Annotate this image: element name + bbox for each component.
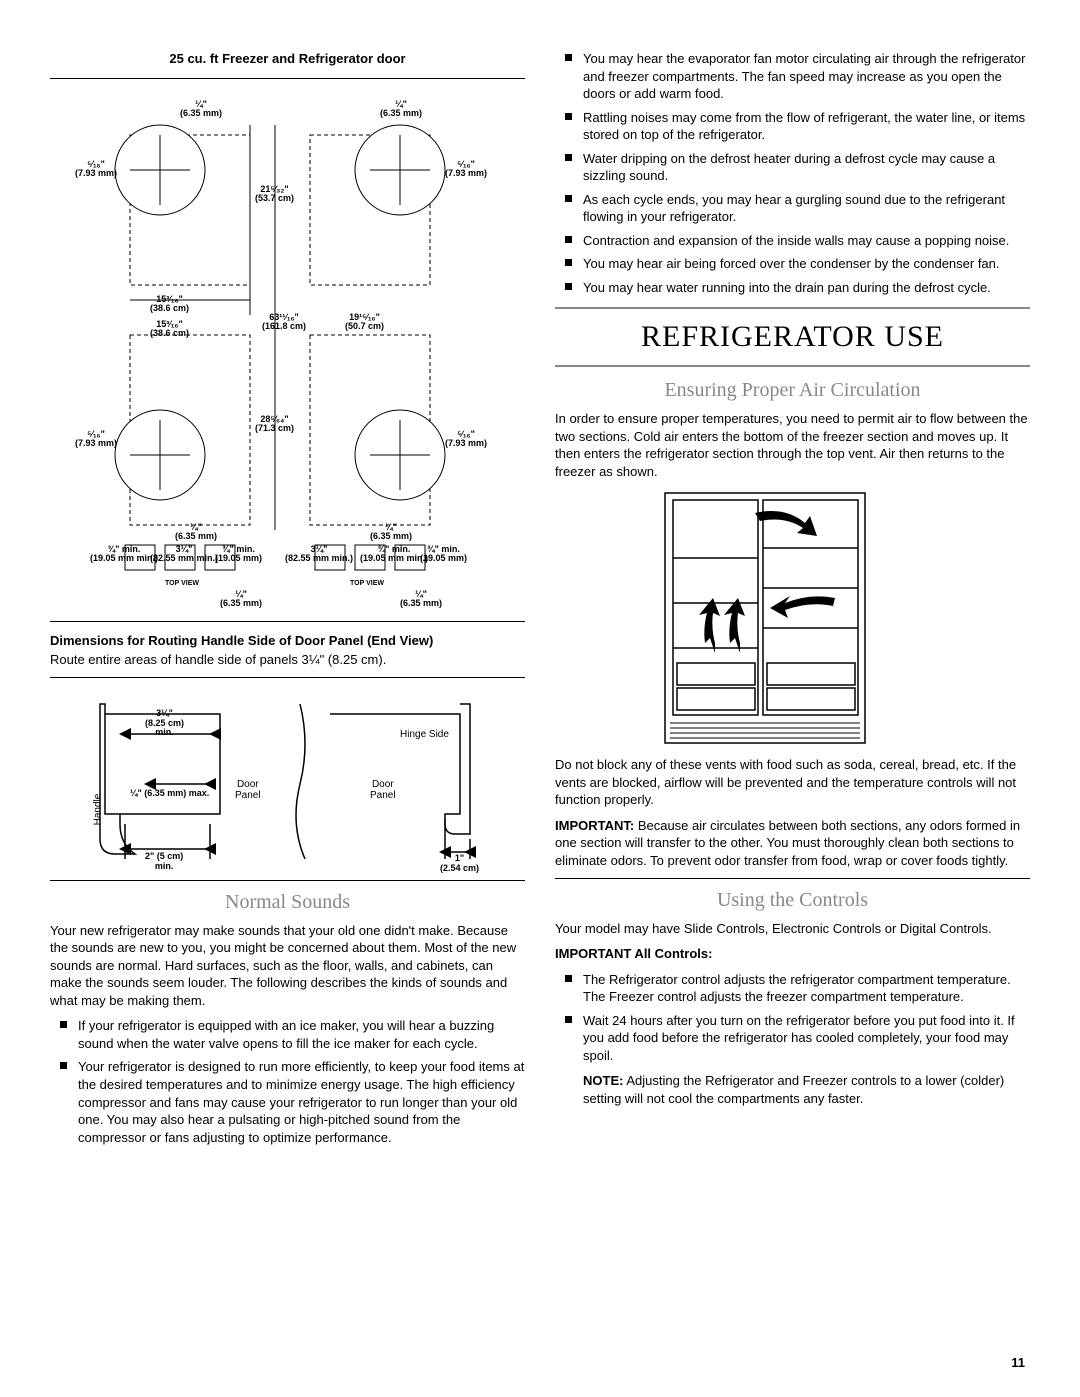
dim-label: ¾" min.(19.05 mm) [215, 545, 262, 565]
normal-sounds-intro: Your new refrigerator may make sounds th… [50, 922, 525, 1010]
dim-label: ¾" min.(19.05 mm) [420, 545, 467, 565]
list-item: As each cycle ends, you may hear a gurgl… [555, 191, 1030, 226]
dim-label: 15³⁄₁₆"(38.6 cm) [150, 295, 189, 315]
divider [50, 677, 525, 678]
list-item: Your refrigerator is designed to run mor… [50, 1058, 525, 1146]
dim-label: ⁵⁄₁₆"(7.93 mm) [75, 430, 117, 450]
dim-label: 3¼" (8.25 cm) min. [145, 709, 184, 739]
dim-label: ¼"(6.35 mm) [220, 590, 262, 610]
page-number: 11 [1011, 1354, 1025, 1372]
dim-label: 63¹¹⁄₁₆"(161.8 cm) [262, 313, 306, 333]
right-column: You may hear the evaporator fan motor ci… [555, 50, 1030, 1154]
list-item: Rattling noises may come from the flow o… [555, 109, 1030, 144]
dim-label: 3¼"(82.55 mm min.) [285, 545, 353, 565]
air-important: IMPORTANT: Because air circulates betwee… [555, 817, 1030, 870]
normal-sounds-list: If your refrigerator is equipped with an… [50, 1017, 525, 1146]
dim-label: ¾" min.(19.05 mm min.) [360, 545, 428, 565]
dim-label: ⁵⁄₁₆"(7.93 mm) [445, 430, 487, 450]
air-text2: Do not block any of these vents with foo… [555, 756, 1030, 809]
list-item: Water dripping on the defrost heater dur… [555, 150, 1030, 185]
handle-text: Route entire areas of handle side of pan… [50, 651, 525, 669]
list-item: You may hear air being forced over the c… [555, 255, 1030, 273]
controls-note: NOTE: Adjusting the Refrigerator and Fre… [555, 1072, 1030, 1107]
divider [50, 880, 525, 881]
list-item: If your refrigerator is equipped with an… [50, 1017, 525, 1052]
dim-label: ¾" min.(19.05 mm min.) [90, 545, 158, 565]
dim-label: ¼"(6.35 mm) [400, 590, 442, 610]
dim-label: 3¼"(82.55 mm min.) [150, 545, 218, 565]
list-item: You may hear the evaporator fan motor ci… [555, 50, 1030, 103]
list-item: The Refrigerator control adjusts the ref… [555, 971, 1030, 1006]
controls-intro: Your model may have Slide Controls, Elec… [555, 920, 1030, 938]
dim-label: ¼"(6.35 mm) [370, 523, 412, 543]
list-item: Contraction and expansion of the inside … [555, 232, 1030, 250]
air-intro: In order to ensure proper temperatures, … [555, 410, 1030, 480]
left-column: 25 cu. ft Freezer and Refrigerator door [50, 50, 525, 1154]
dim-label: ¼"(6.35 mm) [180, 100, 222, 120]
dim-label: ⁵⁄₁₆"(7.93 mm) [445, 160, 487, 180]
dim-label: 2" (5 cm) min. [145, 852, 183, 872]
list-item: You may hear water running into the drai… [555, 279, 1030, 297]
list-item: Wait 24 hours after you turn on the refr… [555, 1012, 1030, 1065]
dim-label: ¼"(6.35 mm) [380, 100, 422, 120]
divider [50, 621, 525, 622]
controls-list: The Refrigerator control adjusts the ref… [555, 971, 1030, 1065]
dim-label: ¼"(6.35 mm) [175, 523, 217, 543]
page-columns: 25 cu. ft Freezer and Refrigerator door [50, 50, 1030, 1154]
dim-label: 1" (2.54 cm) [440, 854, 479, 874]
using-controls-title: Using the Controls [555, 887, 1030, 914]
divider [50, 78, 525, 79]
handle-label: Handle [92, 793, 103, 825]
topview-label: TOP VIEW [350, 580, 384, 588]
topview-label: TOP VIEW [165, 580, 199, 588]
dim-label: ⁵⁄₁₆"(7.93 mm) [75, 160, 117, 180]
dim-label: 19¹⁵⁄₁₆"(50.7 cm) [345, 313, 384, 333]
normal-sounds-title: Normal Sounds [50, 889, 525, 916]
handle-subheading: Dimensions for Routing Handle Side of Do… [50, 632, 525, 650]
sounds-continued-list: You may hear the evaporator fan motor ci… [555, 50, 1030, 297]
dim-label: 21⁵⁄₃₂"(53.7 cm) [255, 185, 294, 205]
dim-label: 28⁵⁄₆₄"(71.3 cm) [255, 415, 294, 435]
section-title-box: REFRIGERATOR USE [555, 307, 1030, 368]
air-circulation-title: Ensuring Proper Air Circulation [555, 377, 1030, 404]
door-panel-label: Door Panel [370, 779, 396, 801]
diagram-title: 25 cu. ft Freezer and Refrigerator door [50, 50, 525, 68]
dim-label: 15³⁄₁₆"(38.6 cm) [150, 320, 189, 340]
divider [555, 878, 1030, 879]
dim-label: ¼" (6.35 mm) max. [130, 789, 209, 799]
controls-important-label: IMPORTANT All Controls: [555, 945, 1030, 963]
handle-diagram: 3¼" (8.25 cm) min. ¼" (6.35 mm) max. 2" … [50, 684, 525, 874]
door-dimension-diagram: ¼"(6.35 mm) ¼"(6.35 mm) ⁵⁄₁₆"(7.93 mm) ⁵… [50, 85, 525, 615]
door-panel-label: Door Panel [235, 779, 261, 801]
refrigerator-use-title: REFRIGERATOR USE [555, 317, 1030, 358]
airflow-diagram [655, 488, 875, 748]
hinge-side-label: Hinge Side [400, 729, 449, 740]
